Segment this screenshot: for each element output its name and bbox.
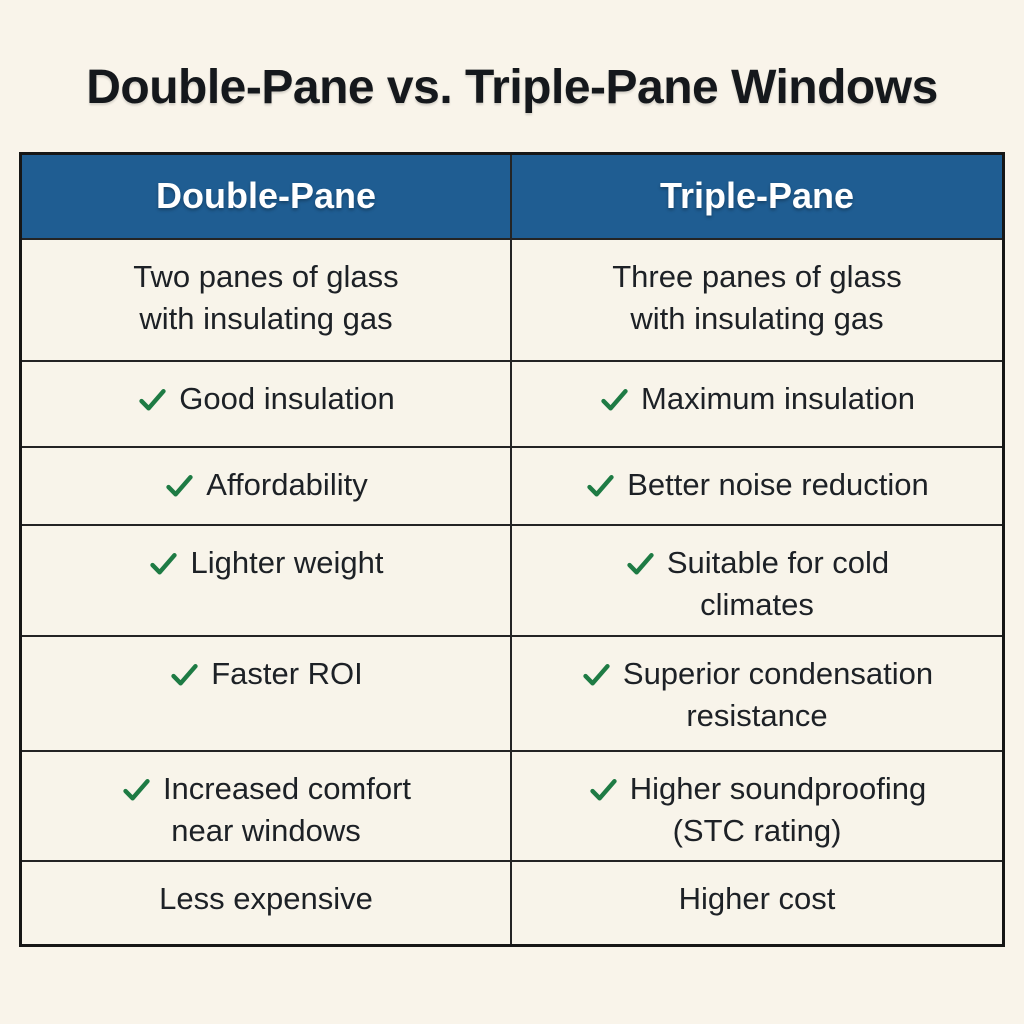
cell-maximum-insulation: Maximum insulation (512, 362, 1002, 448)
cell-less-expensive: Less expensive (22, 862, 512, 945)
comparison-table: Double-Pane Triple-Pane Two panes of gla… (19, 152, 1005, 948)
check-icon (599, 384, 630, 415)
check-icon (625, 548, 656, 579)
check-icon (169, 659, 200, 690)
cell-text: Faster ROI (211, 656, 363, 691)
check-icon (164, 470, 195, 501)
cell-superior-condensation: Superior condensation resistance (512, 637, 1002, 752)
cell-text: Higher soundproofing (STC rating) (629, 771, 927, 849)
check-icon (588, 774, 619, 805)
column-header-triple-pane: Triple-Pane (512, 155, 1002, 240)
cell-suitable-cold-climates: Suitable for cold climates (512, 526, 1002, 637)
cell-text: Higher cost (678, 881, 836, 917)
cell-text: Maximum insulation (641, 381, 915, 416)
cell-good-insulation: Good insulation (22, 362, 512, 448)
cell-text: Increased comfort near windows (162, 771, 412, 849)
cell-text: Three panes of glass with insulating gas (612, 259, 902, 337)
cell-better-noise-reduction: Better noise reduction (512, 448, 1002, 526)
cell-text: Two panes of glass with insulating gas (133, 259, 399, 337)
cell-higher-soundproofing: Higher soundproofing (STC rating) (512, 752, 1002, 863)
cell-text: Superior condensation resistance (622, 656, 934, 734)
cell-text: Affordability (206, 467, 368, 502)
cell-text: Better noise reduction (627, 467, 929, 502)
page-title: Double-Pane vs. Triple-Pane Windows (86, 61, 938, 114)
check-icon (148, 548, 179, 579)
check-icon (581, 659, 612, 690)
cell-text: Good insulation (179, 381, 395, 416)
check-icon (137, 384, 168, 415)
cell-two-panes: Two panes of glass with insulating gas (22, 240, 512, 362)
check-icon (585, 470, 616, 501)
cell-text: Lighter weight (190, 545, 384, 580)
column-header-label: Double-Pane (155, 175, 377, 217)
cell-text: Suitable for cold climates (666, 545, 890, 623)
cell-faster-roi: Faster ROI (22, 637, 512, 752)
cell-three-panes: Three panes of glass with insulating gas (512, 240, 1002, 362)
cell-affordability: Affordability (22, 448, 512, 526)
cell-increased-comfort: Increased comfort near windows (22, 752, 512, 863)
column-header-label: Triple-Pane (659, 175, 855, 217)
column-header-double-pane: Double-Pane (22, 155, 512, 240)
cell-text: Less expensive (159, 881, 373, 917)
check-icon (121, 774, 152, 805)
cell-lighter-weight: Lighter weight (22, 526, 512, 637)
cell-higher-cost: Higher cost (512, 862, 1002, 944)
